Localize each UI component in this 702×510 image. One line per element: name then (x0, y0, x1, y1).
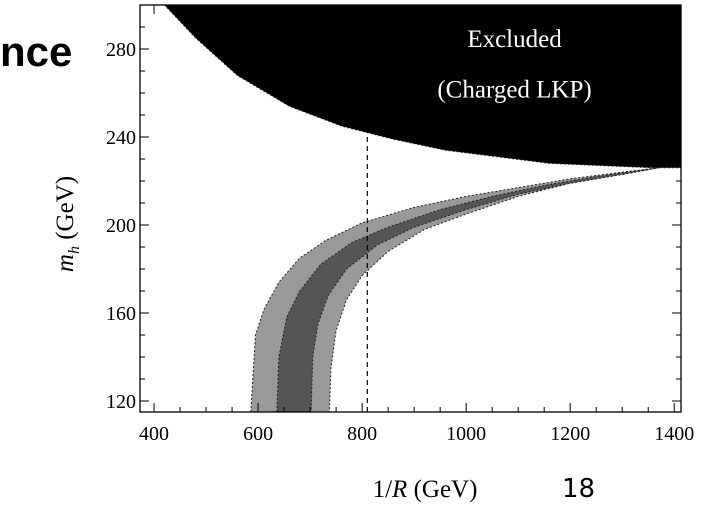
annotation-0: Excluded (467, 26, 562, 53)
region-inner-band (276, 167, 659, 413)
x-tick-label: 800 (347, 423, 377, 445)
y-tick-label: 120 (106, 391, 136, 413)
x-tick-label: 1400 (654, 423, 694, 445)
annotation-1: (Charged LKP) (437, 76, 591, 103)
page-number: 18 (562, 474, 596, 504)
slide-title-fragment: nce (0, 28, 73, 75)
chart-regions (140, 4, 682, 413)
y-tick-label: 200 (106, 215, 136, 237)
x-tick-label: 600 (243, 423, 273, 445)
x-axis-label: 1/R (GeV) (373, 476, 478, 503)
axis-ticks: 400 600 800 1000 1200 1400 120 160 200 240 280 (106, 4, 694, 445)
y-axis-label: mh (GeV) (52, 176, 83, 272)
x-tick-label: 400 (139, 423, 169, 445)
y-tick-label: 280 (106, 39, 136, 61)
chart-annotations: Excluded (Charged LKP) (437, 26, 591, 104)
y-tick-label: 160 (106, 303, 136, 325)
x-tick-label: 1000 (446, 423, 486, 445)
plot-frame (139, 4, 682, 413)
region-excluded-charged-lkp- (140, 4, 682, 169)
y-tick-label: 240 (106, 127, 136, 149)
x-tick-label: 1200 (550, 423, 590, 445)
